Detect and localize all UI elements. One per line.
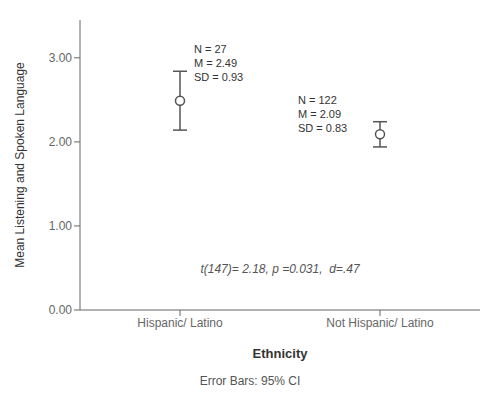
svg-text:N = 122M = 2.09SD = 0.83: N = 122M = 2.09SD = 0.83 [298, 94, 347, 134]
svg-text:Ethnicity: Ethnicity [253, 346, 309, 361]
svg-text:Hispanic/ Latino: Hispanic/ Latino [137, 316, 223, 330]
html-text:t(147)= 2.18, p =0.031, d=.47: t(147)= 2.18, p =0.031, d=.47 [200, 262, 360, 276]
svg-text:0.00: 0.00 [49, 303, 73, 317]
svg-text:N = 27M = 2.49SD = 0.93: N = 27M = 2.49SD = 0.93 [194, 43, 243, 83]
svg-text:Mean Listening and Spoken Lang: Mean Listening and Spoken Language [13, 62, 27, 268]
html-text:Error Bars: 95% CI: Error Bars: 95% CI [199, 374, 301, 388]
svg-text:3.00: 3.00 [49, 51, 73, 65]
svg-text:2.00: 2.00 [49, 135, 73, 149]
svg-text:1.00: 1.00 [49, 219, 73, 233]
svg-text:Not Hispanic/ Latino: Not Hispanic/ Latino [326, 316, 434, 330]
